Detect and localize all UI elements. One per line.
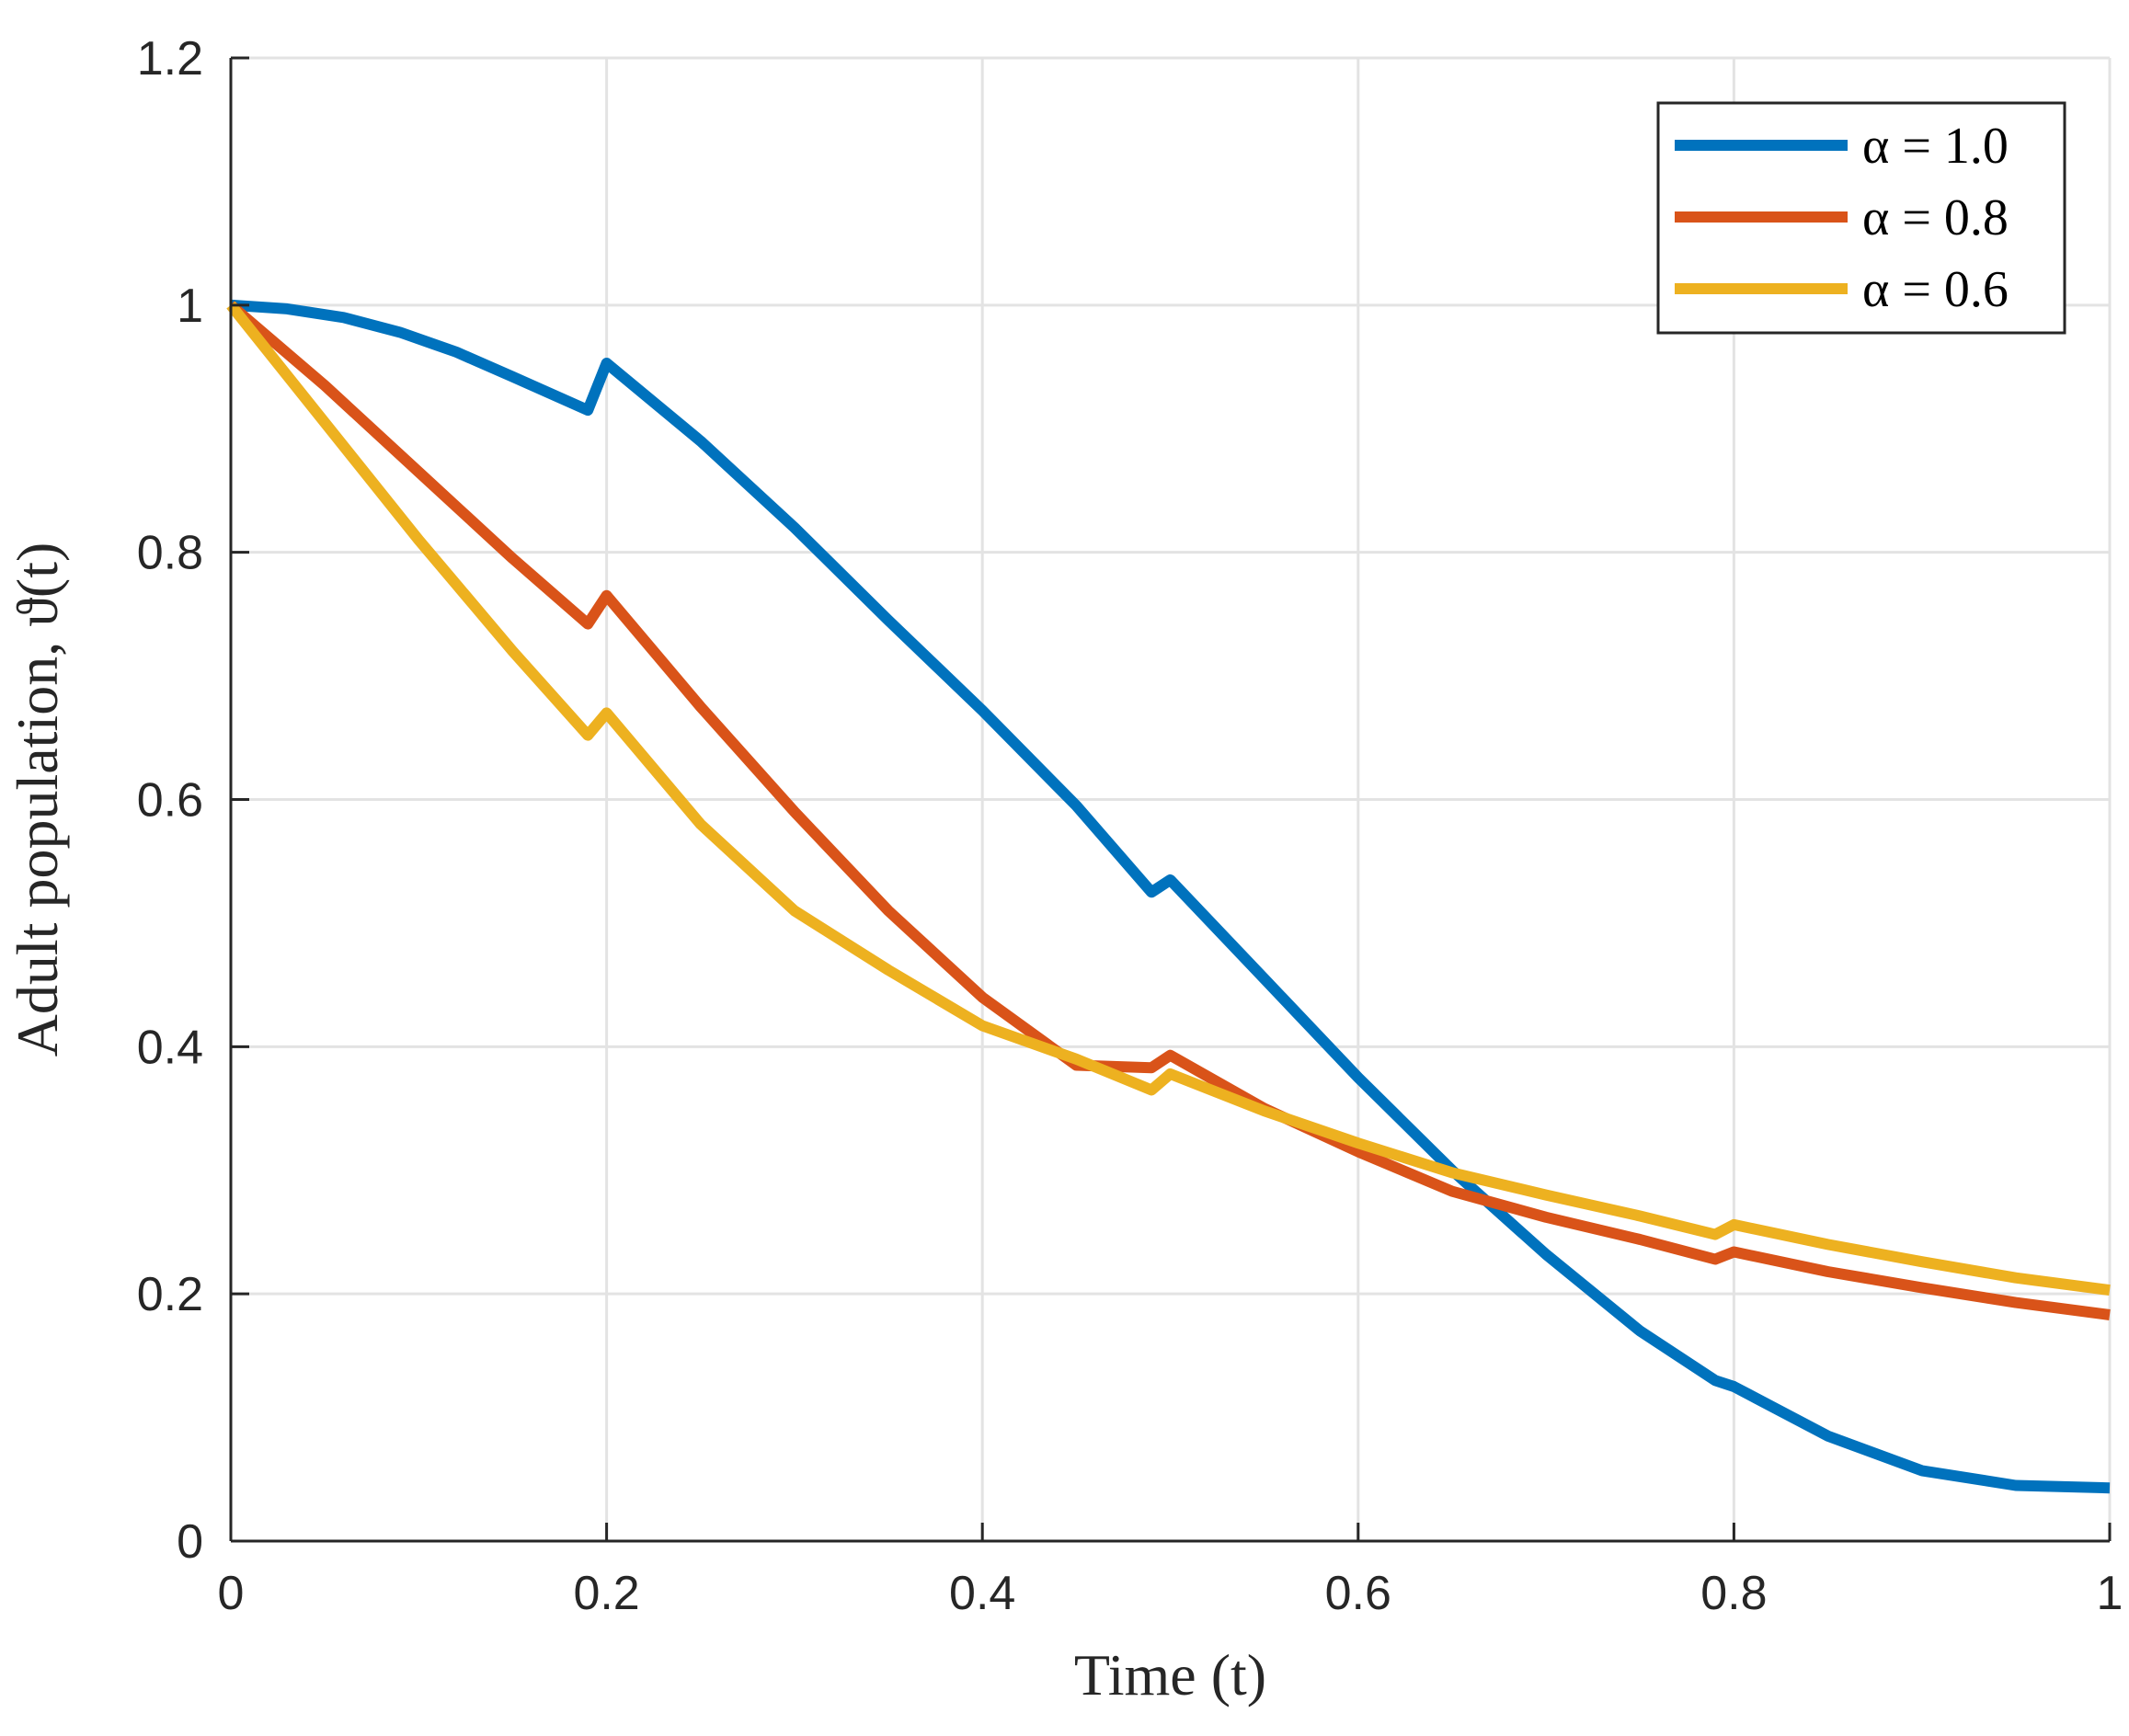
y-tick-label: 1.2	[137, 32, 203, 86]
legend: α = 1.0 α = 0.8 α = 0.6	[1656, 101, 2066, 335]
y-axis-title: Adult population, ϑ(t)	[5, 542, 70, 1057]
series-lines	[226, 299, 2111, 1494]
y-tick-label: 0	[177, 1515, 203, 1569]
y-tick-label: 0.8	[137, 527, 203, 580]
x-tick-label: 0.8	[1700, 1567, 1767, 1620]
y-tick-label: 1	[177, 280, 203, 333]
legend-label-2: α = 0.6	[1862, 261, 2009, 318]
legend-label-0: α = 1.0	[1862, 118, 2009, 175]
x-tick-label: 0	[218, 1567, 245, 1620]
legend-label-1: α = 0.8	[1862, 189, 2009, 246]
x-tick-label: 0.6	[1325, 1567, 1391, 1620]
series-line-1	[227, 301, 2111, 1320]
y-tick-label: 0.4	[137, 1021, 203, 1074]
x-axis-title: Time (t)	[1074, 1642, 1266, 1707]
series-line-2	[226, 302, 2111, 1296]
y-tick-label: 0.6	[137, 774, 203, 828]
x-tick-label: 0.4	[949, 1567, 1015, 1620]
x-tick-label: 0.2	[573, 1567, 639, 1620]
tick-labels: 0 0.2 0.4 0.6 0.8 1 0 0.2 0.4 0.6 0.8 1 1.2	[137, 32, 2123, 1620]
series-line-0	[230, 299, 2111, 1494]
axes	[229, 56, 2112, 1543]
y-tick-label: 0.2	[137, 1268, 203, 1321]
x-tick-label: 1	[2097, 1567, 2123, 1620]
